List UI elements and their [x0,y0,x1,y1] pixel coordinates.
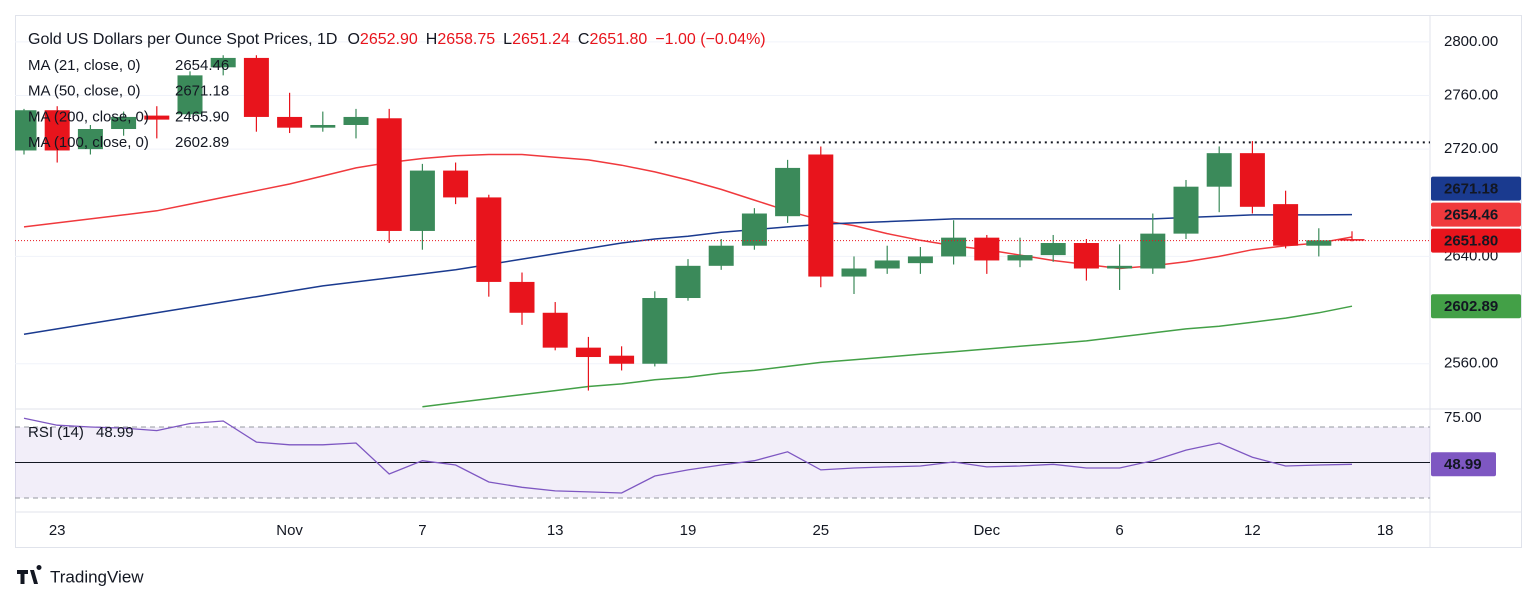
candle-body [376,118,402,231]
close-value: 2651.80 [589,31,647,48]
price-badge-label: 2671.18 [1444,181,1498,198]
candle-body [210,57,236,68]
y-tick-label: 75.00 [1444,409,1482,426]
logo-mark [17,565,42,584]
candle-body [1007,255,1033,261]
frame [15,15,1522,548]
price-badge-label: 2654.46 [1444,207,1498,224]
candle-body [609,355,635,364]
price-badge-label: 2602.89 [1444,298,1498,315]
candle-body [708,245,734,266]
candle-body [243,57,269,117]
candle-body [1339,239,1365,241]
legend-value: 2602.89 [175,134,229,151]
candle-body [841,268,867,277]
y-tick-label: 2560.00 [1444,355,1498,372]
y-tick-label: 2760.00 [1444,86,1498,103]
price-badge [1431,294,1521,319]
x-tick-label: 7 [418,522,426,539]
candle-body [974,237,1000,261]
candle-body [177,75,203,115]
x-tick-label: Dec [973,522,1000,539]
price-badge [1431,176,1521,201]
rsi-panel [15,417,1430,499]
branding: TradingView [50,567,144,586]
price-badge [1431,228,1521,253]
rsi-badge [1431,452,1496,477]
candle-body [1306,240,1332,246]
candle-body [509,281,535,313]
candle-body [741,213,767,246]
x-tick-label: Nov [276,522,303,539]
high-prefix: H [426,31,438,48]
moving-average [23,213,1353,335]
candle-body [542,312,568,348]
candle-body [575,347,601,358]
legend-value: 48.99 [96,424,134,441]
rsi-line [23,417,1353,494]
candle-body [111,116,137,130]
x-tick-label: 12 [1244,522,1261,539]
x-tick-label: 25 [812,522,829,539]
legend-name: MA (200, close, 0) [28,108,149,125]
candle-body [476,197,502,282]
candle-body [1073,243,1099,269]
header: Gold US Dollars per Ounce Spot Prices, 1… [28,31,766,48]
close-prefix: C [578,31,590,48]
price-panel [15,41,1430,408]
change: −1.00 (−0.04%) [655,31,765,48]
candle-body [144,115,170,120]
x-tick-label: 19 [680,522,697,539]
candle-body [1173,186,1199,234]
candle-body [443,170,469,198]
candle-body [941,237,967,257]
logo: TradingView [17,565,144,586]
low-prefix: L [503,31,512,48]
price-badge-label: 2651.80 [1444,233,1498,250]
candle-body [1140,233,1166,269]
candle-body [675,265,701,299]
candle-body [874,260,900,269]
candle-body [1040,243,1066,256]
candle-body [1273,204,1299,246]
candle-body [77,129,103,150]
moving-average [422,305,1353,408]
x-tick-label: 18 [1377,522,1394,539]
legend-name: MA (50, close, 0) [28,83,141,100]
candle-body [409,170,435,231]
legend-name: MA (21, close, 0) [28,57,141,74]
legend-name: MA (100, close, 0) [28,134,149,151]
x-tick-label: 23 [49,522,66,539]
candle-body [277,116,303,128]
open-value: 2652.90 [360,31,418,48]
open-prefix: O [347,31,359,48]
candle-body [775,167,801,217]
legend-value: 2671.18 [175,83,229,100]
candle-body [907,256,933,264]
legend-name: RSI (14) [28,424,84,441]
candle-body [1239,153,1265,207]
legend-value: 2654.46 [175,57,229,74]
candle-body [343,116,369,125]
price-badge [1431,202,1521,227]
candle-body [808,154,834,277]
title: Gold US Dollars per Ounce Spot Prices, 1… [28,31,337,48]
candle-body [44,110,70,151]
x-tick-label: 6 [1115,522,1123,539]
rsi-badge-label: 48.99 [1444,456,1482,473]
low-value: 2651.24 [512,31,570,48]
candle-body [1206,153,1232,187]
y-tick-label: 2720.00 [1444,140,1498,157]
y-tick-label: 2800.00 [1444,33,1498,50]
candle-body [1107,265,1133,269]
high-value: 2658.75 [437,31,495,48]
x-tick-label: 13 [547,522,564,539]
candle-body [642,298,668,364]
legend-value: 2465.90 [175,108,229,125]
candle-body [15,110,37,151]
candle-body [310,124,336,128]
